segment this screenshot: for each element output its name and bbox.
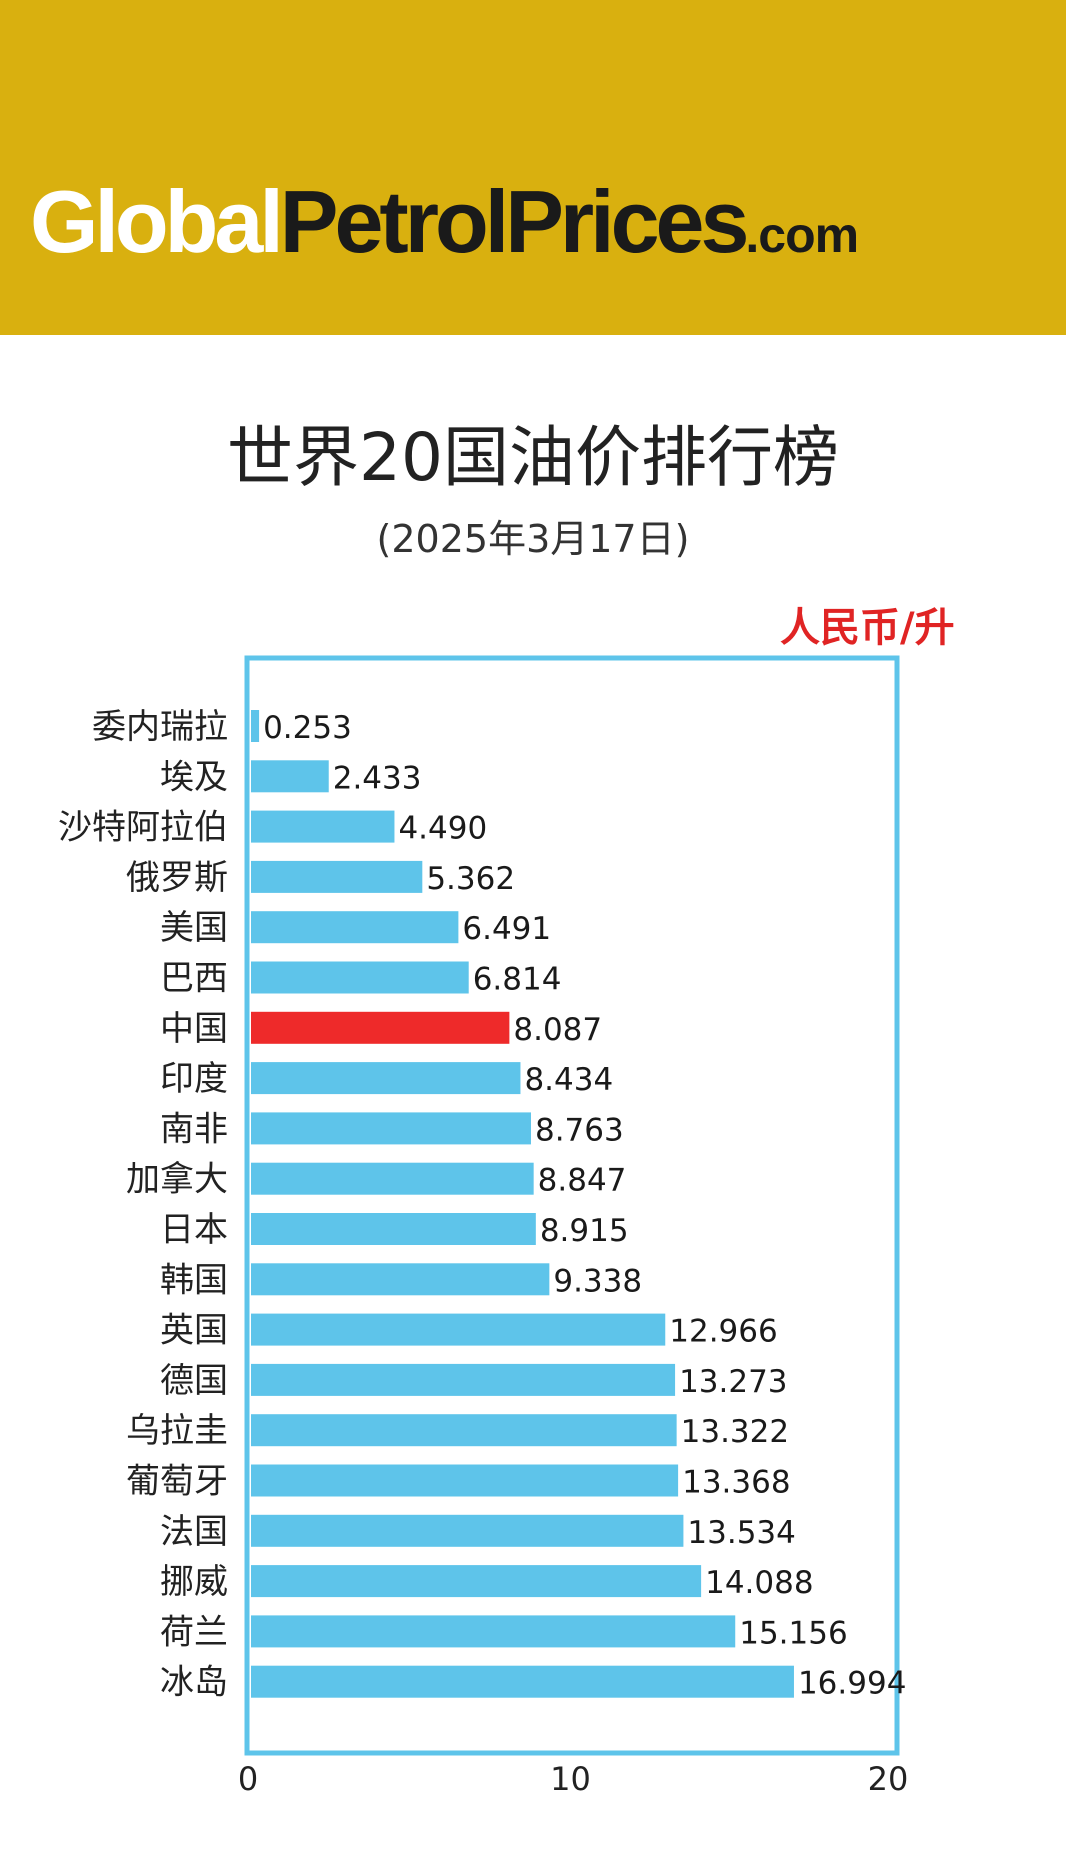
category-label: 荷兰: [160, 1612, 228, 1652]
category-label: 英国: [160, 1311, 228, 1351]
value-label: 6.491: [462, 911, 551, 947]
category-label: 俄罗斯: [126, 858, 228, 898]
value-label: 6.814: [473, 962, 562, 998]
value-label: 13.273: [679, 1364, 787, 1400]
bar: [251, 1162, 534, 1195]
value-label: 0.253: [263, 710, 352, 746]
category-label: 委内瑞拉: [92, 707, 228, 747]
bar: [251, 1414, 677, 1447]
category-label: 埃及: [160, 757, 228, 797]
category-label: 美国: [160, 908, 228, 948]
bar: [251, 1363, 676, 1396]
value-label: 8.763: [535, 1112, 624, 1148]
value-label: 2.433: [333, 760, 422, 796]
category-label: 冰岛: [160, 1663, 228, 1703]
chart-title: 世界20国油价排行榜: [227, 419, 839, 496]
value-label: 8.915: [540, 1213, 629, 1249]
value-label: 8.434: [524, 1062, 613, 1098]
bar: [251, 760, 329, 793]
value-label: 8.847: [538, 1163, 627, 1199]
category-label: 韩国: [160, 1260, 228, 1300]
logo-petrolprices: PetrolPrices: [279, 172, 750, 271]
chart-subtitle: (2025年3月17日): [376, 517, 690, 561]
bar: [251, 1112, 531, 1145]
bar: [251, 810, 395, 843]
bar: [251, 860, 423, 893]
category-label: 沙特阿拉伯: [58, 808, 228, 848]
category-label: 中国: [160, 1009, 228, 1049]
bar: [251, 1263, 550, 1296]
bar-highlight: [251, 1011, 510, 1044]
bar: [251, 1665, 794, 1698]
category-label: 南非: [160, 1109, 228, 1149]
bar: [251, 1062, 521, 1095]
bar: [251, 1213, 536, 1245]
bar: [251, 1615, 736, 1648]
value-label: 15.156: [739, 1615, 847, 1651]
category-label: 加拿大: [126, 1160, 228, 1200]
site-logo[interactable]: GlobalPetrolPrices.com: [30, 178, 859, 266]
category-label: 挪威: [160, 1562, 228, 1602]
unit-label: 人民币/升: [780, 605, 955, 651]
logo-dotcom: .com: [745, 207, 859, 263]
value-label: 5.362: [426, 861, 515, 897]
category-label: 印度: [160, 1059, 228, 1099]
category-label: 日本: [160, 1210, 228, 1250]
x-tick-label: 10: [550, 1760, 591, 1798]
header-banner: [0, 0, 1066, 335]
value-label: 4.490: [398, 811, 487, 847]
value-label: 8.087: [513, 1012, 602, 1048]
value-label: 16.994: [798, 1666, 906, 1702]
value-label: 12.966: [669, 1314, 777, 1350]
x-tick-label: 20: [868, 1760, 909, 1798]
logo-global: Global: [30, 172, 284, 271]
value-label: 13.322: [681, 1414, 789, 1450]
category-label: 葡萄牙: [126, 1462, 228, 1502]
chart-frame: [244, 655, 900, 1756]
bar: [251, 1464, 679, 1497]
bar: [251, 1514, 684, 1547]
bar: [251, 710, 260, 742]
category-label: 法国: [160, 1512, 228, 1552]
bar: [251, 961, 469, 994]
value-label: 14.088: [705, 1565, 813, 1601]
category-label: 乌拉圭: [126, 1411, 228, 1451]
bar: [251, 1313, 666, 1346]
bar: [251, 911, 459, 944]
bar: [251, 1565, 702, 1598]
value-label: 13.534: [687, 1515, 795, 1551]
value-label: 13.368: [682, 1465, 790, 1501]
x-tick-label: 0: [238, 1760, 258, 1798]
category-label: 德国: [160, 1361, 228, 1401]
category-label: 巴西: [160, 959, 228, 999]
value-label: 9.338: [553, 1263, 642, 1299]
